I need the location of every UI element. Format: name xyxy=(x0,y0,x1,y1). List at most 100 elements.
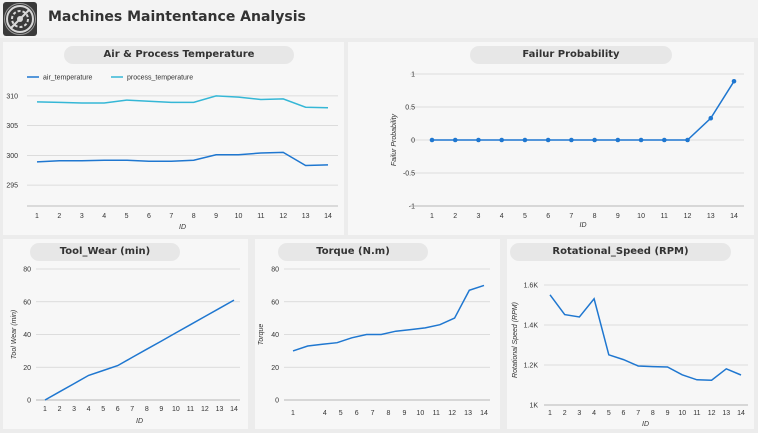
data-point xyxy=(662,137,667,143)
data-point xyxy=(638,137,644,143)
series-line xyxy=(36,151,329,167)
data-point xyxy=(452,137,458,143)
data-point xyxy=(522,137,528,143)
series-line xyxy=(292,284,485,352)
x-tick-label: 9 xyxy=(666,410,670,417)
x-tick-label: 13 xyxy=(722,410,730,417)
y-tick-label: 40 xyxy=(23,332,31,339)
legend-label: process_temperature xyxy=(127,75,193,82)
y-tick-label: -0.5 xyxy=(403,171,415,178)
x-tick-label: 5 xyxy=(339,410,343,417)
x-tick-label: 5 xyxy=(101,406,105,413)
x-tick-label: 2 xyxy=(57,213,61,220)
data-point xyxy=(685,137,690,143)
x-axis-label: ID xyxy=(580,222,587,229)
x-tick-label: 1 xyxy=(43,406,47,413)
x-tick-label: 7 xyxy=(130,406,134,413)
x-tick-label: 8 xyxy=(145,406,149,413)
y-axis-label: Failur Probability xyxy=(391,113,398,166)
gear-wrench-logo-icon xyxy=(3,2,37,36)
x-tick-label: 4 xyxy=(592,410,596,417)
x-tick-label: 9 xyxy=(616,213,620,220)
x-tick-label: 8 xyxy=(651,410,655,417)
y-tick-label: 1.4K xyxy=(524,323,539,330)
x-tick-label: 8 xyxy=(192,213,196,220)
x-tick-label: 12 xyxy=(279,213,287,220)
chart-title: Torque (N.m) xyxy=(278,243,428,261)
x-axis-label: ID xyxy=(179,224,186,231)
x-tick-label: 13 xyxy=(302,213,310,220)
x-tick-label: 2 xyxy=(563,410,567,417)
y-axis-label: Rotational Speed (RPM) xyxy=(512,302,519,378)
x-tick-label: 8 xyxy=(387,410,391,417)
x-tick-label: 14 xyxy=(324,213,332,220)
x-tick-label: 12 xyxy=(201,406,209,413)
x-tick-label: 13 xyxy=(216,406,224,413)
x-tick-label: 12 xyxy=(708,410,716,417)
x-tick-label: 1 xyxy=(291,410,295,417)
series-line xyxy=(432,80,735,141)
x-tick-label: 7 xyxy=(636,410,640,417)
x-tick-label: 7 xyxy=(371,410,375,417)
x-tick-label: 9 xyxy=(214,213,218,220)
y-tick-label: 1.2K xyxy=(524,363,539,370)
data-point xyxy=(708,115,714,121)
x-tick-label: 11 xyxy=(433,410,440,417)
x-tick-label: 7 xyxy=(169,213,173,220)
x-tick-label: 10 xyxy=(637,213,645,220)
data-point xyxy=(615,137,621,143)
x-tick-label: 3 xyxy=(72,406,76,413)
y-tick-label: 60 xyxy=(23,299,31,306)
x-tick-label: 1 xyxy=(548,410,552,417)
x-tick-label: 6 xyxy=(147,213,151,220)
page-title: Machines Maintentance Analysis xyxy=(48,9,306,25)
series-line xyxy=(44,299,235,401)
y-tick-label: 20 xyxy=(23,365,31,372)
x-tick-label: 5 xyxy=(125,213,129,220)
y-tick-label: 0 xyxy=(27,398,31,405)
chart-title: Failur Probability xyxy=(470,46,672,64)
series-line xyxy=(36,95,329,109)
x-tick-label: 14 xyxy=(737,410,745,417)
y-tick-label: 1K xyxy=(529,403,538,410)
y-tick-label: 0.5 xyxy=(405,105,415,112)
x-tick-label: 6 xyxy=(116,406,120,413)
x-tick-label: 13 xyxy=(464,410,472,417)
x-tick-label: 10 xyxy=(235,213,243,220)
x-tick-label: 6 xyxy=(355,410,359,417)
y-tick-label: -1 xyxy=(409,204,415,211)
x-tick-label: 3 xyxy=(80,213,84,220)
x-tick-label: 9 xyxy=(402,410,406,417)
x-tick-label: 11 xyxy=(257,213,264,220)
data-point xyxy=(476,137,481,143)
x-tick-label: 6 xyxy=(546,213,550,220)
panel-air-process: Air & Process Temperature xyxy=(3,42,344,235)
chart-title: Air & Process Temperature xyxy=(64,46,294,64)
y-tick-label: 0 xyxy=(411,138,415,145)
x-tick-label: 10 xyxy=(416,410,424,417)
chart-title: Tool_Wear (min) xyxy=(30,243,180,261)
y-axis-label: Torque xyxy=(258,324,265,346)
y-tick-label: 295 xyxy=(6,183,18,190)
data-point xyxy=(592,137,597,143)
x-axis-label: ID xyxy=(642,421,649,428)
x-tick-label: 2 xyxy=(58,406,62,413)
x-tick-label: 8 xyxy=(593,213,597,220)
y-tick-label: 0 xyxy=(275,398,279,405)
x-tick-label: 13 xyxy=(707,213,715,220)
chart-title: Rotational_Speed (RPM) xyxy=(510,243,731,261)
y-tick-label: 305 xyxy=(6,123,18,130)
y-tick-label: 20 xyxy=(271,365,279,372)
data-point xyxy=(731,78,737,84)
data-point xyxy=(429,137,435,143)
x-tick-label: 1 xyxy=(430,213,434,220)
y-tick-label: 310 xyxy=(6,93,18,100)
x-tick-label: 1 xyxy=(35,213,39,220)
x-axis-label: ID xyxy=(136,418,143,425)
header-bar: Machines Maintentance Analysis xyxy=(0,0,758,38)
x-tick-label: 6 xyxy=(622,410,626,417)
y-tick-label: 40 xyxy=(271,332,279,339)
x-tick-label: 14 xyxy=(230,406,238,413)
x-tick-label: 11 xyxy=(187,406,194,413)
x-tick-label: 11 xyxy=(693,410,700,417)
